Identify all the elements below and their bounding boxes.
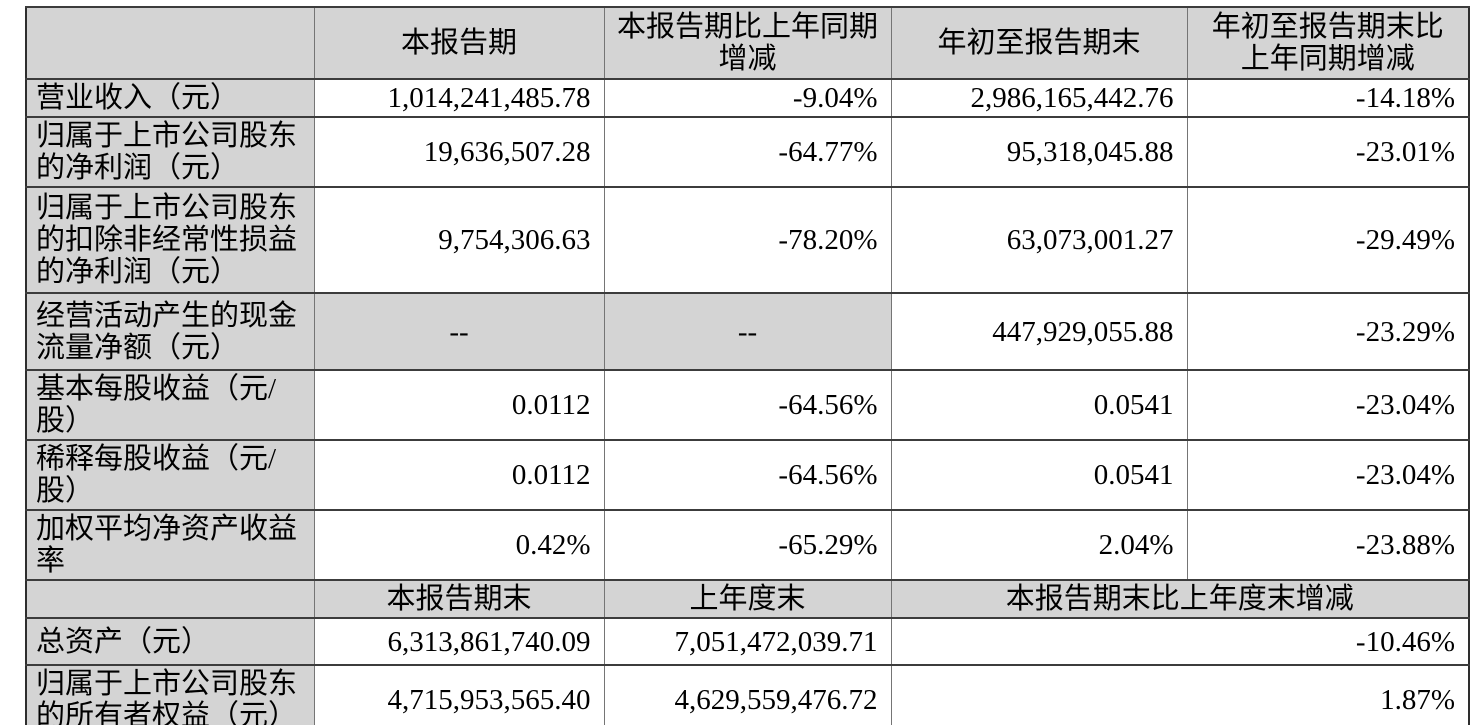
value-cell: 1.87%	[890, 664, 1470, 725]
value-cell: 1,014,241,485.78	[313, 78, 605, 118]
header-row: 本报告期 本报告期比上年同期增减 年初至报告期末 年初至报告期末比上年同期增减	[25, 6, 1470, 80]
row-label-net-profit-after-nonrecurring: 归属于上市公司股东的扣除非经常性损益的净利润（元）	[25, 186, 315, 294]
value-cell-not-applicable: --	[603, 292, 892, 371]
table-row: 基本每股收益（元/股） 0.0112 -64.56% 0.0541 -23.04…	[25, 369, 1470, 441]
financial-summary-table: 本报告期 本报告期比上年同期增减 年初至报告期末 年初至报告期末比上年同期增减 …	[25, 6, 1470, 725]
value-cell: -78.20%	[603, 186, 892, 294]
table-row: 归属于上市公司股东的所有者权益（元） 4,715,953,565.40 4,62…	[25, 664, 1470, 725]
row-label-equity-attributable: 归属于上市公司股东的所有者权益（元）	[25, 664, 315, 725]
value-cell: -64.77%	[603, 116, 892, 188]
value-cell: -10.46%	[890, 617, 1470, 666]
value-cell: -65.29%	[603, 509, 892, 581]
value-cell: 63,073,001.27	[890, 186, 1188, 294]
value-cell: 0.42%	[313, 509, 605, 581]
value-cell: -14.18%	[1186, 78, 1470, 118]
value-cell: 19,636,507.28	[313, 116, 605, 188]
value-cell: 7,051,472,039.71	[603, 617, 892, 666]
value-cell: 0.0541	[890, 439, 1188, 511]
value-cell: 0.0541	[890, 369, 1188, 441]
value-cell: -23.04%	[1186, 369, 1470, 441]
row-label-total-assets: 总资产（元）	[25, 617, 315, 666]
header-empty-cell	[25, 6, 315, 80]
value-cell: 9,754,306.63	[313, 186, 605, 294]
value-cell: 2,986,165,442.76	[890, 78, 1188, 118]
value-cell-not-applicable: --	[313, 292, 605, 371]
table-row: 加权平均净资产收益率 0.42% -65.29% 2.04% -23.88%	[25, 509, 1470, 581]
value-cell: 95,318,045.88	[890, 116, 1188, 188]
table-row: 归属于上市公司股东的扣除非经常性损益的净利润（元） 9,754,306.63 -…	[25, 186, 1470, 294]
value-cell: -23.04%	[1186, 439, 1470, 511]
value-cell: -23.01%	[1186, 116, 1470, 188]
header-current-period: 本报告期	[313, 6, 605, 80]
value-cell: 0.0112	[313, 439, 605, 511]
row-label-weighted-avg-roe: 加权平均净资产收益率	[25, 509, 315, 581]
header-current-period-yoy: 本报告期比上年同期增减	[603, 6, 892, 80]
table-row: 稀释每股收益（元/股） 0.0112 -64.56% 0.0541 -23.04…	[25, 439, 1470, 511]
table-row: 经营活动产生的现金流量净额（元） -- -- 447,929,055.88 -2…	[25, 292, 1470, 371]
value-cell: 2.04%	[890, 509, 1188, 581]
value-cell: -64.56%	[603, 439, 892, 511]
value-cell: -23.29%	[1186, 292, 1470, 371]
value-cell: 4,629,559,476.72	[603, 664, 892, 725]
table-row: 总资产（元） 6,313,861,740.09 7,051,472,039.71…	[25, 617, 1470, 666]
row-label-operating-revenue: 营业收入（元）	[25, 78, 315, 118]
value-cell: -64.56%	[603, 369, 892, 441]
header-ytd: 年初至报告期末	[890, 6, 1188, 80]
value-cell: 6,313,861,740.09	[313, 617, 605, 666]
period-end-empty-cell	[25, 579, 315, 619]
row-label-diluted-eps: 稀释每股收益（元/股）	[25, 439, 315, 511]
value-cell: -23.88%	[1186, 509, 1470, 581]
period-end-header-current: 本报告期末	[313, 579, 605, 619]
period-end-header-row: 本报告期末 上年度末 本报告期末比上年度末增减	[25, 579, 1470, 619]
value-cell: -29.49%	[1186, 186, 1470, 294]
table-row: 营业收入（元） 1,014,241,485.78 -9.04% 2,986,16…	[25, 78, 1470, 118]
value-cell: 4,715,953,565.40	[313, 664, 605, 725]
header-ytd-yoy: 年初至报告期末比上年同期增减	[1186, 6, 1470, 80]
value-cell: -9.04%	[603, 78, 892, 118]
value-cell: 447,929,055.88	[890, 292, 1188, 371]
value-cell: 0.0112	[313, 369, 605, 441]
row-label-operating-cash-flow: 经营活动产生的现金流量净额（元）	[25, 292, 315, 371]
row-label-basic-eps: 基本每股收益（元/股）	[25, 369, 315, 441]
period-end-header-change: 本报告期末比上年度末增减	[890, 579, 1470, 619]
row-label-net-profit-attributable: 归属于上市公司股东的净利润（元）	[25, 116, 315, 188]
table-row: 归属于上市公司股东的净利润（元） 19,636,507.28 -64.77% 9…	[25, 116, 1470, 188]
period-end-header-prior: 上年度末	[603, 579, 892, 619]
